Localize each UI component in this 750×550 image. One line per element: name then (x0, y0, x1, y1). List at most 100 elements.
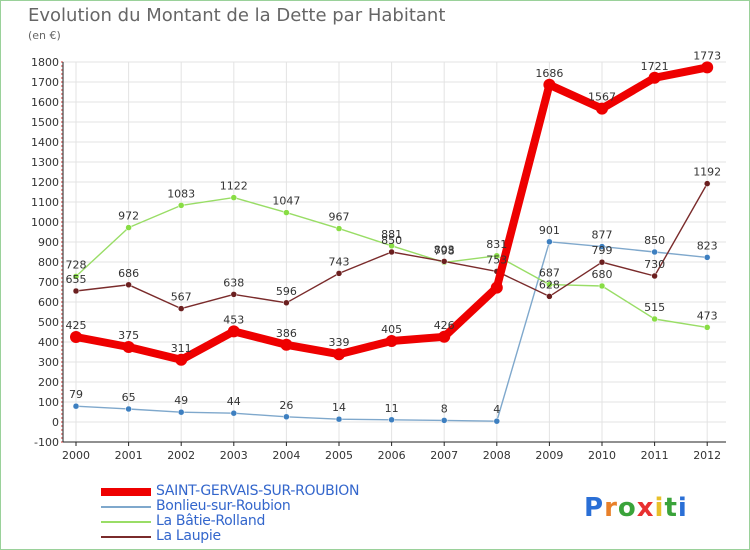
data-label: 515 (644, 301, 665, 314)
data-point (283, 413, 290, 421)
y-tick-label: 1000 (31, 216, 59, 229)
data-point (598, 243, 606, 250)
data-label: 628 (539, 278, 560, 291)
y-tick-label: 1600 (31, 96, 59, 109)
data-label: 375 (118, 329, 139, 342)
data-point (125, 281, 132, 289)
legend-label: SAINT-GERVAIS-SUR-ROUBION (156, 483, 360, 499)
x-tick-label: 2006 (378, 449, 406, 462)
data-label: 4 (493, 403, 500, 416)
data-point (72, 287, 80, 295)
data-label: 638 (223, 276, 244, 289)
data-label: 901 (539, 224, 560, 237)
data-point (177, 305, 185, 312)
data-point (440, 258, 448, 265)
data-label: 1192 (693, 166, 721, 179)
data-point (703, 324, 711, 331)
data-point (648, 71, 661, 84)
y-tick-label: 900 (38, 236, 59, 249)
y-tick-label: 300 (38, 356, 59, 369)
data-point (703, 180, 711, 187)
x-tick-label: 2009 (535, 449, 563, 462)
data-label: 803 (434, 243, 455, 256)
data-label: 655 (66, 273, 87, 286)
legend-label: La Bâtie-Rolland (156, 513, 266, 529)
data-label: 567 (171, 291, 192, 304)
y-tick-label: 500 (38, 316, 59, 329)
data-point (280, 338, 293, 351)
y-tick-label: 1500 (31, 116, 59, 129)
data-point (596, 102, 608, 115)
data-label: 1567 (588, 91, 616, 104)
y-tick-label: 0 (52, 416, 59, 429)
y-tick-label: -100 (34, 436, 59, 449)
data-point (283, 209, 290, 216)
data-label: 1721 (641, 60, 669, 73)
data-label: 831 (486, 238, 507, 251)
data-label: 972 (118, 210, 139, 223)
data-point (122, 341, 135, 353)
data-label: 49 (174, 394, 188, 407)
data-point (546, 281, 553, 288)
data-point (125, 224, 132, 231)
data-point (177, 408, 185, 416)
legend-swatch (101, 521, 151, 523)
data-label: 799 (592, 244, 613, 257)
legend-label: La Laupie (156, 528, 221, 544)
x-tick-label: 2008 (483, 449, 511, 462)
data-label: 311 (171, 342, 192, 355)
data-point (177, 202, 185, 209)
data-label: 8 (441, 402, 448, 415)
data-label: 881 (381, 228, 402, 241)
data-label: 753 (486, 253, 507, 266)
data-label: 1686 (535, 67, 563, 80)
data-label: 473 (697, 309, 718, 322)
y-tick-label: 1100 (31, 196, 59, 209)
y-tick-label: 100 (38, 396, 59, 409)
data-label: 823 (697, 239, 718, 252)
data-label: 26 (279, 399, 293, 412)
data-point (438, 330, 451, 343)
data-point (227, 325, 240, 338)
data-label: 11 (385, 402, 399, 415)
data-point (546, 238, 553, 246)
data-point (440, 417, 448, 424)
data-point (598, 282, 606, 290)
data-label: 425 (66, 319, 87, 332)
data-label: 686 (118, 267, 139, 280)
data-point (546, 293, 553, 300)
data-label: 687 (539, 267, 560, 280)
legend-swatch (101, 536, 151, 538)
data-point (230, 291, 238, 298)
x-tick-label: 2010 (588, 449, 616, 462)
data-point (230, 194, 238, 201)
data-point (385, 335, 398, 347)
proxiti-logo: Proxiti (584, 493, 688, 523)
data-point (651, 272, 658, 280)
chart-title: Evolution du Montant de la Dette par Hab… (28, 5, 446, 26)
data-point (125, 405, 132, 413)
data-label: 1047 (272, 195, 300, 208)
legend-swatch (101, 506, 151, 508)
data-label: 1122 (220, 180, 248, 193)
x-tick-label: 2001 (115, 449, 143, 462)
data-point (388, 416, 395, 424)
data-label: 1773 (693, 49, 721, 62)
legend-swatch (101, 488, 151, 496)
chart-unit: (en €) (28, 29, 61, 42)
data-label: 743 (329, 255, 350, 268)
x-tick-label: 2007 (430, 449, 458, 462)
y-tick-label: 1700 (31, 76, 59, 89)
x-tick-label: 2000 (62, 449, 90, 462)
data-label: 405 (381, 323, 402, 336)
x-tick-label: 2012 (693, 449, 721, 462)
y-tick-label: 800 (38, 256, 59, 269)
data-point (651, 315, 658, 323)
data-label: 426 (434, 319, 455, 332)
x-tick-label: 2005 (325, 449, 353, 462)
y-tick-label: 200 (38, 376, 59, 389)
y-tick-label: 1300 (31, 156, 59, 169)
data-label: 386 (276, 327, 297, 340)
data-label: 453 (223, 313, 244, 326)
